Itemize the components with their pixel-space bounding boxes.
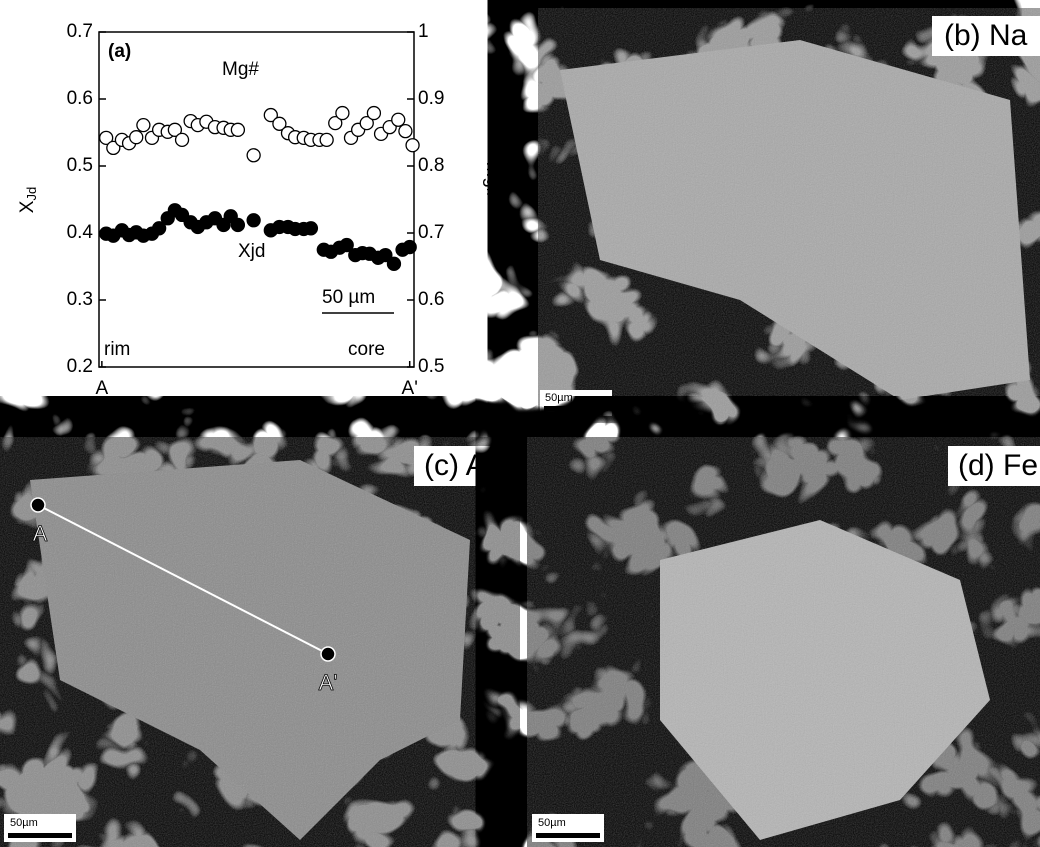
data-point: [106, 140, 121, 156]
data-point: [405, 138, 420, 153]
data-point: [263, 107, 278, 123]
data-point: [246, 213, 261, 228]
y2-tick-label: 0.7: [418, 222, 444, 243]
data-point: [167, 122, 183, 137]
panel-label: (d) Fe: [958, 449, 1038, 482]
panel-b: (b) Na 50µm: [538, 8, 1040, 423]
data-point: [174, 132, 190, 148]
y2-tick-label: 0.5: [418, 356, 444, 377]
chart-panel: 0.2 0.3 0.4 0.5 0.6 0.7 0.5 0.6 0.7 0.8 0.9 1 A A' XJd…: [17, 21, 503, 399]
data-point: [335, 105, 350, 121]
data-point: [359, 115, 374, 131]
annotation: core: [348, 339, 385, 360]
data-point: [230, 122, 246, 137]
y2-tick-label: 0.6: [418, 289, 444, 310]
profile-start: A: [33, 521, 48, 546]
x-tick-label: A': [402, 378, 418, 399]
scale-bar-label: 50µm: [545, 392, 573, 404]
y-tick-label: 0.3: [67, 289, 93, 310]
data-point: [136, 117, 151, 133]
data-point: [386, 256, 402, 271]
annotation: 50 µm: [322, 287, 375, 308]
scale-bar-label: 50µm: [538, 817, 566, 829]
panel-label: (c) Al: [424, 449, 492, 482]
data-point: [246, 148, 261, 163]
panel-label: (b) Na: [944, 19, 1028, 52]
data-point: [339, 237, 354, 253]
panel-c: (c) Al A A' 50µm: [0, 437, 520, 847]
data-point: [391, 112, 406, 127]
plot-frame: [98, 31, 415, 368]
y-tick-label: 0.7: [67, 21, 93, 42]
y2-tick-label: 0.8: [418, 155, 444, 176]
y-tick-label: 0.5: [67, 155, 93, 176]
y2-tick-label: 0.9: [418, 88, 444, 109]
annotation: Mg#: [222, 59, 259, 80]
data-point: [378, 247, 393, 263]
data-point: [398, 124, 413, 139]
scale-bar-label: 50µm: [10, 817, 38, 829]
y-tick-label: 0.4: [67, 222, 94, 243]
data-point: [129, 130, 144, 145]
data-point: [366, 105, 382, 121]
data-point: [99, 130, 114, 146]
y-tick-label: 0.6: [67, 88, 93, 109]
y2-tick-label: 1: [418, 21, 429, 42]
y-label-sub: Jd: [24, 187, 39, 201]
data-point: [230, 217, 246, 233]
y-label-main: X: [17, 200, 38, 213]
panel-label: (a): [108, 41, 131, 62]
profile-end: A': [319, 670, 338, 695]
y2-axis-label: Mg#: [482, 162, 503, 199]
x-tick-label: A: [96, 378, 109, 399]
y-axis-label: XJd: [17, 187, 39, 213]
data-point: [319, 132, 334, 148]
data-point: [303, 221, 319, 236]
data-point: [328, 115, 343, 131]
y-tick-label: 0.2: [67, 356, 93, 377]
data-point: [402, 239, 417, 255]
annotation: Xjd: [238, 241, 265, 262]
data-point: [151, 221, 167, 236]
panel-d: (d) Fe 50µm: [527, 437, 1040, 847]
data-point: [272, 116, 287, 131]
annotation: rim: [104, 339, 130, 360]
